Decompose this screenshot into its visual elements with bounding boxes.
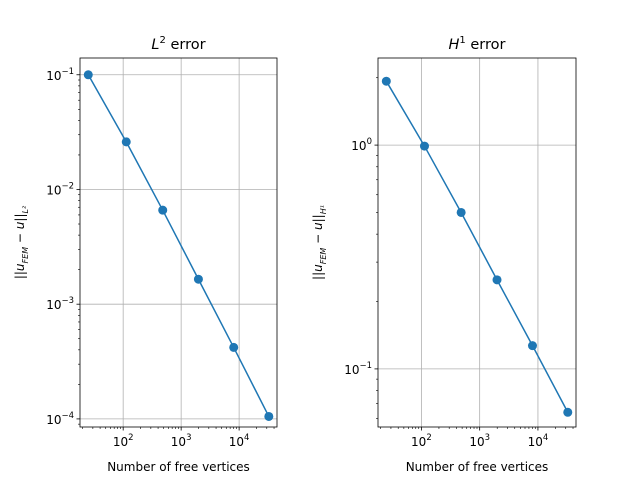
chart2-y-axis-label: ||uFEM − u||H¹ (311, 205, 328, 280)
chart1-data-point (121, 137, 131, 147)
chart2-data-point (456, 207, 466, 217)
chart1-y-tick-label: 10−1 (46, 67, 74, 83)
chart1-data-point (83, 70, 93, 80)
chart2-data-point (563, 407, 573, 417)
chart1-data-point (193, 274, 203, 284)
chart1-title: L2 error (151, 35, 205, 53)
chart2-axes-frame (377, 57, 577, 428)
chart1-x-tick-label: 103 (171, 433, 192, 449)
chart2-x-tick-label: 104 (528, 433, 549, 449)
chart1-axes-frame (79, 57, 278, 428)
chart2-series-line (385, 80, 569, 413)
chart2-x-axis-label: Number of free vertices (406, 460, 549, 474)
chart1-x-tick-label: 102 (113, 433, 134, 449)
chart2-y-tick-label: 10−1 (344, 361, 372, 377)
chart2-data-point (492, 275, 502, 285)
chart1-y-tick-label: 10−4 (46, 411, 74, 427)
chart2-title: H1 error (449, 35, 506, 53)
chart1-y-tick-label: 10−2 (46, 181, 74, 197)
chart2-x-tick-label: 103 (469, 433, 490, 449)
chart1-x-tick-label: 104 (229, 433, 250, 449)
chart1-plot: 102 103 104 10−1 10−2 10−3 10−4 L2 error Number … (13, 35, 278, 474)
chart2-data-point (527, 341, 537, 351)
chart2-plot: 102 103 104 100 10−1 H1 error Number of free v… (311, 35, 577, 474)
chart1-y-tick-label: 10−3 (46, 296, 74, 312)
chart2-x-tick-label: 102 (411, 433, 432, 449)
chart2-y-tick-label: 100 (351, 137, 372, 153)
chart1-y-axis-label: ||uFEM − u||L² (13, 205, 30, 279)
chart2-data-point (381, 76, 391, 86)
chart2-data-point (419, 141, 429, 151)
chart1-x-axis-label: Number of free vertices (107, 460, 250, 474)
chart1-series-line (87, 74, 270, 417)
chart1-data-point (229, 342, 239, 352)
chart1-data-point (158, 205, 168, 215)
chart1-data-point (264, 411, 274, 421)
